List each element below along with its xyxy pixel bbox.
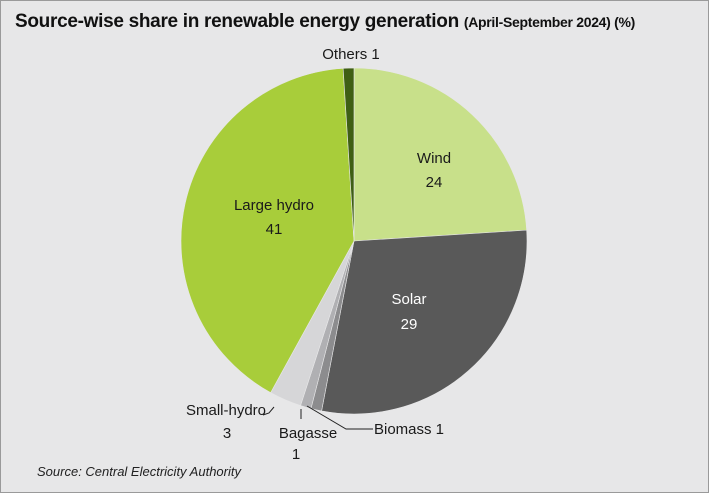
label-wind-name: Wind — [417, 150, 451, 167]
label-solar-value: 29 — [401, 316, 418, 333]
chart-title: Source-wise share in renewable energy ge… — [15, 11, 635, 33]
leader-biomass — [306, 405, 373, 430]
label-others: Others 1 — [322, 46, 380, 63]
slice-solar — [321, 229, 528, 415]
label-solar-name: Solar — [391, 291, 426, 308]
title-main: Source-wise share in renewable energy ge… — [15, 11, 459, 32]
slice-others — [342, 67, 355, 242]
label-bagasse-name: Bagasse — [279, 425, 337, 442]
leader-small-hydro — [262, 406, 275, 416]
slice-wind — [353, 67, 527, 242]
label-biomass: Biomass 1 — [374, 421, 444, 438]
label-bagasse-value: 1 — [292, 446, 300, 463]
title-subtitle: (April-September 2024) (%) — [463, 14, 635, 30]
label-large-hydro-value: 41 — [266, 221, 283, 238]
source-note: Source: Central Electricity Authority — [37, 464, 241, 479]
label-small-hydro-value: 3 — [223, 425, 231, 442]
slice-large-hydro — [180, 68, 355, 394]
label-wind-value: 24 — [426, 174, 443, 191]
label-large-hydro-name: Large hydro — [234, 197, 314, 214]
label-small-hydro-name: Small-hydro — [186, 402, 266, 419]
